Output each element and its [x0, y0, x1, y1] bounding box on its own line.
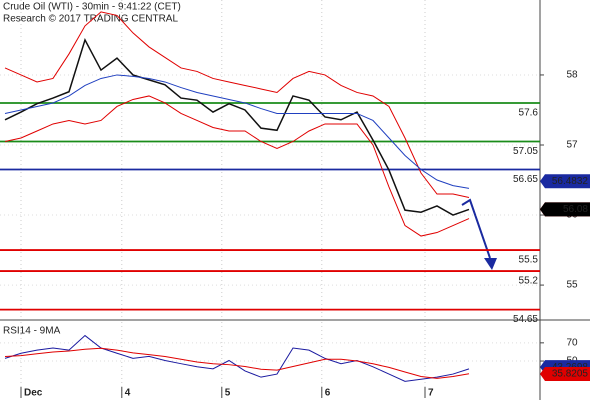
level-label: 55.5: [519, 255, 539, 266]
chart-title: Crude Oil (WTI) - 30min - 9:41:22 (CET): [3, 2, 181, 13]
x-tick-label: 5: [225, 388, 231, 399]
forecast-arrow: [461, 198, 491, 259]
y-tick-label: 58: [566, 70, 578, 81]
level-label: 57.6: [519, 108, 539, 119]
value-tag: [540, 174, 590, 189]
value-tag-label: 35.8205: [552, 369, 589, 380]
chart-subtitle: Research © 2017 TRADING CENTRAL: [3, 14, 178, 25]
series-line: [4, 347, 470, 379]
level-label: 57.05: [513, 146, 538, 157]
value-tag-label: 56.4832: [552, 176, 589, 187]
x-tick-label: 4: [125, 388, 131, 399]
level-label: 56.65: [513, 174, 538, 185]
y-tick-label: 57: [566, 140, 578, 151]
series-line: [4, 74, 470, 189]
level-label: 54.65: [513, 314, 538, 325]
value-tag: [540, 366, 590, 381]
series-line: [4, 11, 470, 199]
forecast-arrowhead: [484, 258, 497, 270]
rsi-tick-label: 70: [566, 337, 578, 348]
y-tick-label: 55: [566, 280, 578, 291]
x-tick-label: Dec: [24, 388, 43, 399]
x-tick-label: 6: [325, 388, 331, 399]
series-line: [4, 95, 470, 237]
x-tick-label: 7: [428, 388, 434, 399]
rsi-title: RSI14 - 9MA: [3, 326, 61, 337]
value-tag: [540, 202, 590, 217]
series-line: [4, 37, 470, 216]
value-tag-label: 56.08: [563, 204, 588, 215]
level-label: 55.2: [519, 276, 539, 287]
